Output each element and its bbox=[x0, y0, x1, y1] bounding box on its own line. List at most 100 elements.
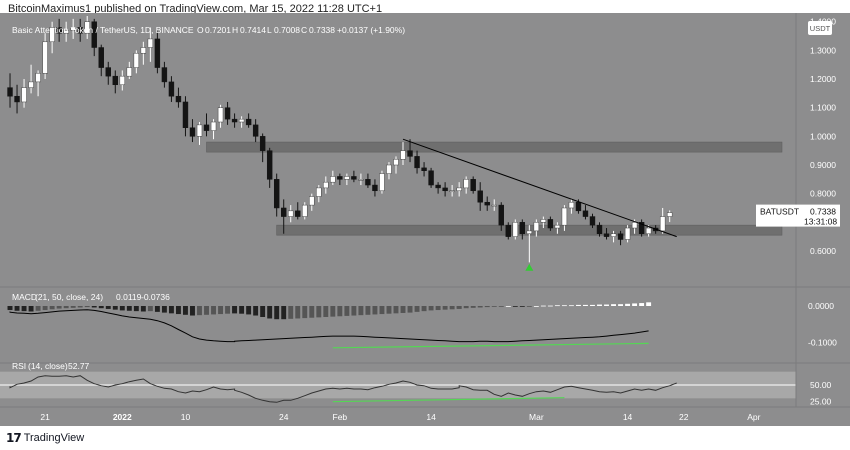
tradingview-logo-icon[interactable]: 17 bbox=[6, 431, 22, 445]
candle-body bbox=[414, 156, 420, 169]
candle bbox=[252, 119, 259, 143]
candle bbox=[175, 87, 182, 108]
macd-bullish-divergence bbox=[332, 342, 649, 349]
candle bbox=[238, 116, 245, 128]
tradingview-brand[interactable]: TradingView bbox=[23, 432, 85, 444]
macd-histogram-bar bbox=[435, 306, 441, 311]
time-tick-label: Mar bbox=[529, 412, 544, 422]
price-tick-label: 0.6000 bbox=[810, 246, 836, 256]
macd-histogram-bar bbox=[42, 306, 48, 311]
candle bbox=[596, 222, 603, 237]
candle bbox=[337, 173, 343, 186]
candle-body bbox=[617, 233, 624, 240]
candle bbox=[435, 182, 441, 194]
macd-histogram-bar bbox=[274, 306, 280, 320]
candle bbox=[407, 139, 413, 163]
last-price-symbol: BATUSDT bbox=[760, 207, 799, 217]
macd-histogram-bar bbox=[491, 306, 497, 307]
candle-body bbox=[217, 107, 224, 123]
macd-histogram-bar bbox=[463, 306, 469, 309]
candle-body bbox=[189, 127, 196, 137]
macd-histogram-bar bbox=[358, 306, 364, 316]
price-legend-ohlc: O 0.7201 H 0.7414 L 0.7008 C 0.7338 +0.0… bbox=[197, 25, 405, 35]
rsi-pane[interactable] bbox=[0, 371, 796, 403]
candle bbox=[519, 219, 526, 240]
candle bbox=[295, 202, 301, 220]
macd-histogram-bar bbox=[484, 306, 490, 308]
candle-body bbox=[112, 75, 118, 86]
candle bbox=[582, 205, 589, 220]
macd-histogram-bar bbox=[225, 306, 231, 314]
macd-histogram-bar bbox=[147, 306, 153, 312]
candle-body bbox=[56, 27, 62, 34]
time-tick-label: 14 bbox=[426, 412, 436, 422]
candle bbox=[456, 182, 462, 197]
macd-histogram-bar bbox=[302, 306, 308, 319]
candle bbox=[119, 70, 126, 91]
green-arrow-icon bbox=[525, 263, 534, 271]
candle-body bbox=[168, 81, 175, 97]
candle-body bbox=[610, 233, 617, 237]
macd-histogram-bar bbox=[646, 302, 652, 306]
macd-histogram-bar bbox=[140, 306, 146, 312]
time-tick-label: 2022 bbox=[113, 412, 132, 422]
candle-body bbox=[645, 227, 652, 235]
candle bbox=[77, 18, 83, 42]
candle bbox=[421, 162, 427, 177]
candle bbox=[49, 21, 55, 54]
candle bbox=[288, 205, 294, 223]
candle-body bbox=[477, 190, 483, 203]
rsi-tick-label: 25.00 bbox=[810, 397, 832, 407]
candle-body bbox=[49, 27, 55, 43]
macd-histogram-bar bbox=[625, 303, 631, 306]
candle bbox=[386, 162, 392, 180]
candle-body bbox=[428, 170, 434, 186]
last-price-value: 0.7338 bbox=[810, 207, 836, 217]
time-tick-label: 10 bbox=[181, 412, 191, 422]
ohlc-open-value: 0.7201 bbox=[205, 25, 231, 35]
ohlc-high-value: 0.7414 bbox=[240, 25, 266, 35]
candle bbox=[56, 18, 62, 42]
candle-body bbox=[140, 47, 147, 54]
candle-body bbox=[344, 176, 350, 180]
candle-body bbox=[203, 124, 210, 131]
currency-badge[interactable]: USDT bbox=[808, 21, 832, 35]
macd-histogram-bar bbox=[554, 305, 560, 307]
macd-histogram-bar bbox=[540, 305, 546, 307]
price-pane[interactable] bbox=[7, 16, 783, 271]
macd-pane[interactable] bbox=[7, 302, 652, 349]
candle bbox=[428, 167, 434, 188]
macd-tick-label: -0.1000 bbox=[808, 338, 837, 348]
candle bbox=[470, 176, 476, 194]
macd-histogram-bar bbox=[211, 306, 216, 315]
candle bbox=[63, 21, 69, 42]
macd-histogram-bar bbox=[421, 306, 427, 312]
macd-histogram-bar bbox=[344, 306, 350, 316]
candle-body bbox=[386, 164, 392, 174]
candle-body bbox=[561, 207, 568, 226]
candle bbox=[498, 202, 504, 231]
macd-histogram-bar bbox=[232, 306, 238, 314]
rsi-legend-params: (14, close) bbox=[28, 361, 68, 371]
chart-canvas[interactable]: 1.40001.30001.20001.10001.00000.90000.80… bbox=[0, 13, 850, 426]
macd-histogram-bar bbox=[35, 306, 41, 311]
candle bbox=[512, 219, 518, 240]
macd-histogram-bar bbox=[63, 306, 69, 309]
candle-body bbox=[547, 219, 554, 229]
macd-histogram-bar bbox=[77, 306, 83, 308]
candle-body bbox=[147, 38, 154, 48]
macd-histogram-bar bbox=[400, 306, 406, 313]
candle bbox=[358, 173, 364, 186]
ohlc-low-label: L bbox=[267, 25, 272, 35]
candle-body bbox=[210, 121, 217, 131]
candle-body bbox=[252, 124, 259, 137]
candle bbox=[140, 41, 147, 65]
candle-body bbox=[281, 207, 287, 217]
macd-histogram-bar bbox=[632, 303, 638, 306]
candle bbox=[266, 147, 273, 188]
candle bbox=[126, 61, 133, 80]
chart-frame[interactable]: 1.40001.30001.20001.10001.00000.90000.80… bbox=[0, 13, 850, 426]
candle-body bbox=[7, 87, 13, 97]
candle-body bbox=[470, 179, 476, 192]
candle bbox=[105, 61, 111, 85]
